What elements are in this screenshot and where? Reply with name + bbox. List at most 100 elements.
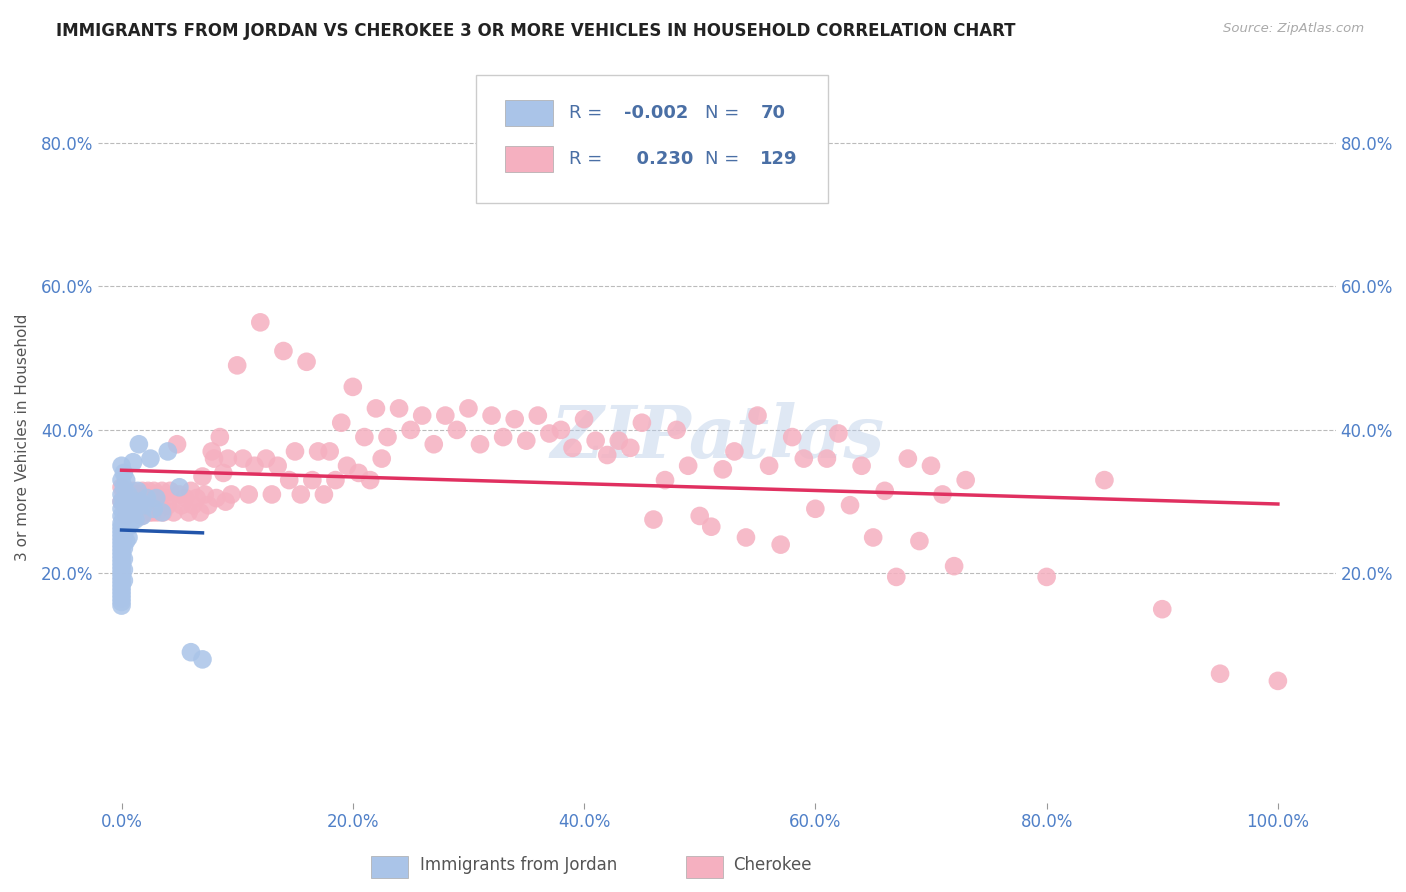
Point [142,483,165,498]
Point [561,441,583,455]
Point [110,574,132,588]
Point [226,359,249,373]
Point [177,505,200,519]
Point [943,559,966,574]
Point [325,473,347,487]
Point [114,498,136,512]
Point [665,423,688,437]
FancyBboxPatch shape [475,75,828,203]
Point [138,505,160,519]
Point [110,519,132,533]
Point [110,487,132,501]
Point [884,570,907,584]
Point [194,487,217,501]
Point [318,444,340,458]
Point [150,483,173,498]
Point [146,505,169,519]
Point [370,451,392,466]
Point [278,473,301,487]
Point [122,505,145,519]
Point [150,505,173,519]
Point [117,498,139,512]
Point [342,380,364,394]
Point [931,487,953,501]
Point [1152,602,1174,616]
Text: Cherokee: Cherokee [733,856,811,874]
Point [446,423,468,437]
Point [434,409,457,423]
Point [1035,570,1057,584]
Point [128,437,150,451]
Point [851,458,873,473]
Text: 129: 129 [761,150,797,168]
Point [110,577,132,591]
Point [572,412,595,426]
Point [136,491,159,505]
Point [118,505,141,519]
Point [205,491,228,505]
Point [201,444,224,458]
Text: 70: 70 [761,104,786,122]
Text: Source: ZipAtlas.com: Source: ZipAtlas.com [1223,22,1364,36]
Point [155,491,177,505]
Point [862,531,884,545]
Point [110,599,132,613]
Point [180,483,202,498]
Point [124,498,146,512]
Point [607,434,630,448]
Point [145,487,167,501]
Point [202,451,225,466]
Point [131,508,153,523]
Point [128,498,150,512]
Point [191,469,214,483]
Point [112,519,135,533]
Point [135,494,157,508]
Point [112,480,135,494]
Point [110,527,132,541]
Point [243,458,266,473]
Point [131,483,153,498]
Text: -0.002: -0.002 [624,104,689,122]
Point [815,451,838,466]
Text: 0.230: 0.230 [624,150,693,168]
Point [492,430,515,444]
Point [804,501,827,516]
FancyBboxPatch shape [686,856,723,878]
Point [134,498,156,512]
Point [110,473,132,487]
Point [110,524,132,538]
Point [134,487,156,501]
Point [120,516,142,530]
Point [307,444,329,458]
Point [169,487,191,501]
Text: R =: R = [568,150,607,168]
Point [122,483,145,498]
Point [266,458,288,473]
Point [115,505,138,519]
Point [166,437,188,451]
Point [159,483,181,498]
Text: Immigrants from Jordan: Immigrants from Jordan [420,856,617,874]
FancyBboxPatch shape [371,856,408,878]
Point [115,508,138,523]
Point [793,451,815,466]
Point [920,458,942,473]
Point [769,538,792,552]
Point [191,652,214,666]
Point [676,458,699,473]
Point [503,412,526,426]
Point [136,483,159,498]
Point [122,501,145,516]
Point [139,451,162,466]
Point [238,487,260,501]
Point [232,451,254,466]
Point [780,430,803,444]
Point [143,494,166,508]
Point [110,531,132,545]
Point [141,498,163,512]
Point [411,409,433,423]
Point [689,508,711,523]
Point [110,563,132,577]
Point [149,498,172,512]
Point [115,473,138,487]
